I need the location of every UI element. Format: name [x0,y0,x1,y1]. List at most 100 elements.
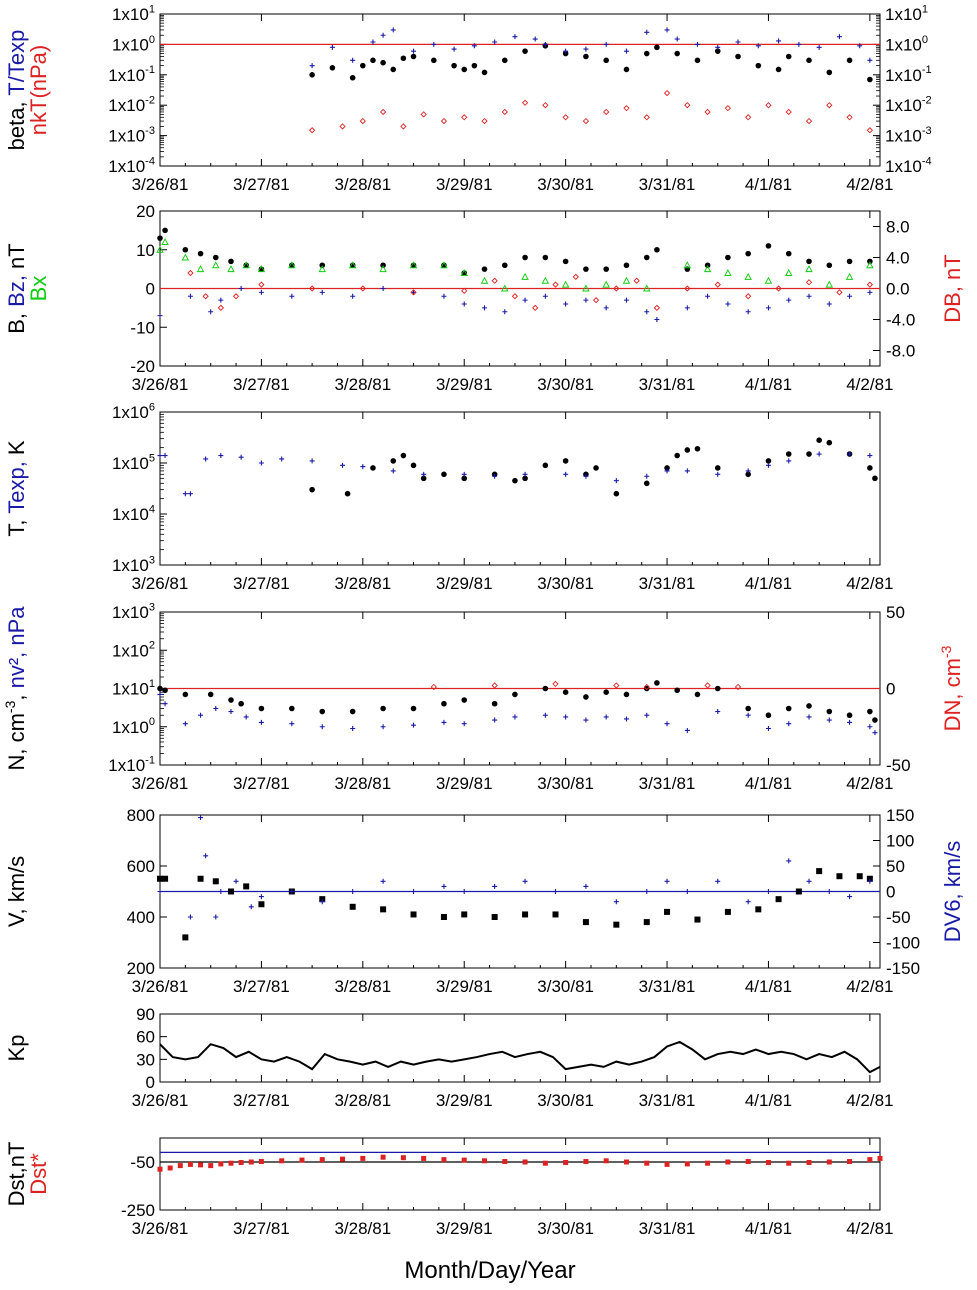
data-point [867,453,873,459]
data-point [562,458,569,464]
data-point [410,53,417,60]
x-tick-label: 3/31/81 [639,977,696,996]
data-point [379,108,387,116]
data-point [410,262,417,269]
data-point [233,878,239,884]
data-point [856,873,863,880]
series-black [157,227,873,276]
x-tick-label: 3/29/81 [436,175,493,194]
data-point [846,114,853,121]
data-point [623,716,629,722]
data-point [481,117,488,125]
data-point [816,868,823,875]
data-point [511,293,519,300]
data-point [867,465,873,471]
data-point [411,722,417,728]
data-point [541,276,550,284]
data-point [461,270,468,276]
data-point [162,453,168,459]
data-point [522,1159,528,1165]
data-point [603,57,609,64]
data-point [461,721,467,727]
plot-frame [159,13,881,167]
x-tick-label: 3/29/81 [436,977,493,996]
data-point [816,437,822,443]
data-point [847,719,853,725]
data-point [380,59,386,66]
data-point [653,304,661,312]
data-point [542,712,548,718]
data-point [203,456,209,462]
y-right-tick-label: -150 [886,959,920,978]
x-tick-label: 3/30/81 [537,175,594,194]
data-point [157,691,163,697]
data-point [198,1162,204,1168]
data-point [319,1157,325,1163]
data-point [248,1159,254,1165]
y-right-axis-label: DV6, km/s [940,841,965,942]
plot-frame [159,411,881,566]
data-point [542,293,548,299]
data-point [522,911,529,918]
x-tick-label: 4/2/81 [846,375,893,394]
x-tick-label: 3/28/81 [334,574,391,593]
data-point [208,309,214,315]
data-point [805,265,813,273]
data-point [430,683,437,691]
data-point [765,889,771,894]
data-point [643,683,650,691]
data-point [157,235,163,241]
panel-kp: 3/26/81 3/27/81 3/28/81 3/29/81 3/30/81 3/31/… [4,1005,893,1110]
data-point [258,1159,264,1165]
data-point [228,1160,234,1166]
data-point [360,464,366,470]
data-point [319,724,325,730]
data-point [583,1159,589,1165]
data-point [380,32,386,38]
data-point [410,705,417,712]
data-point [684,889,690,894]
data-point [765,243,772,249]
data-point [786,858,792,864]
data-point [572,273,579,281]
data-point [501,108,508,116]
y-right-tick-label: 100 [886,832,914,851]
data-point [775,66,782,73]
y-tick-label: 400 [127,908,155,927]
data-point [562,689,569,696]
data-point [826,717,832,723]
data-point [806,451,812,457]
data-point [654,317,660,322]
data-point [644,29,650,35]
data-point [857,43,863,49]
data-point [786,297,792,303]
data-point [552,889,558,894]
x-tick-label: 4/2/81 [846,574,893,593]
x-tick-label: 4/1/81 [745,1091,792,1110]
x-tick-label: 3/31/81 [639,175,696,194]
series-red [308,89,873,134]
y-right-tick-label: 150 [886,806,914,825]
data-point [836,34,842,40]
data-point [197,875,204,882]
data-point [765,102,772,109]
data-point [826,889,832,894]
data-point [441,719,447,725]
data-point [806,293,812,299]
data-point [451,62,457,69]
data-point [228,709,234,715]
data-point [344,490,351,497]
data-point [461,889,467,894]
data-point [775,896,782,903]
data-point [684,727,690,733]
data-point [674,36,680,42]
data-point [725,254,731,261]
data-point [705,293,711,299]
data-point [522,475,528,482]
data-point [421,471,427,477]
data-point [644,712,650,718]
data-point [512,34,518,40]
x-tick-label: 3/30/81 [537,977,594,996]
data-point [734,683,742,691]
data-point [583,266,589,272]
